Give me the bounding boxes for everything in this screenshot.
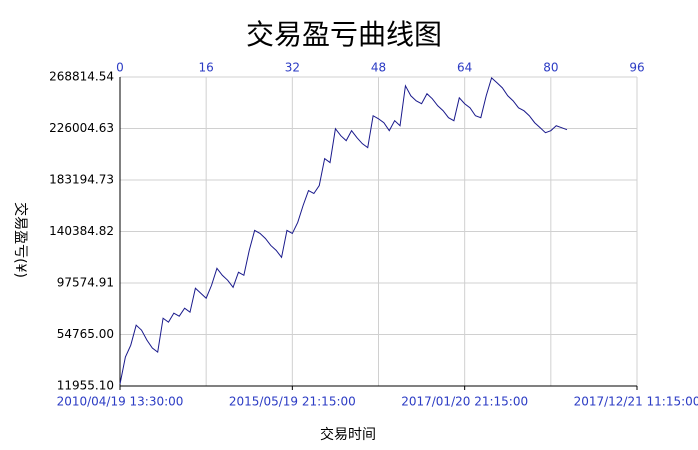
x-bottom-tick-label: 2017/12/21 11:15:00 (574, 395, 698, 409)
x-bottom-tick-label: 2017/01/20 21:15:00 (401, 395, 528, 409)
y-tick-label: 226004.63 (49, 121, 114, 135)
data-line (119, 76, 568, 385)
x-tick-label: 48 (371, 61, 386, 75)
x-tick-label: 0 (116, 61, 124, 75)
x-bottom-tick-label: 2015/05/19 21:15:00 (229, 395, 356, 409)
y-tick-label: 183194.73 (49, 173, 114, 187)
x-tick-label: 80 (543, 61, 558, 75)
x-tick-label: 16 (199, 61, 214, 75)
y-tick-label: 268814.54 (49, 70, 114, 84)
x-tick-label: 32 (285, 61, 300, 75)
x-tick-label: 64 (457, 61, 472, 75)
x-tick-label: 96 (629, 61, 644, 75)
y-tick-label: 97574.91 (57, 276, 114, 290)
x-axis-label: 交易时间 (320, 426, 376, 443)
y-tick-label: 140384.82 (49, 224, 114, 238)
y-tick-label: 54765.00 (57, 327, 114, 341)
x-bottom-tick-label: 2010/04/19 13:30:00 (57, 395, 184, 409)
y-axis-label: 交易盈亏(¥) (12, 202, 29, 278)
y-tick-label: 11955.10 (57, 379, 114, 393)
chart-title: 交易盈亏曲线图 (246, 18, 442, 51)
